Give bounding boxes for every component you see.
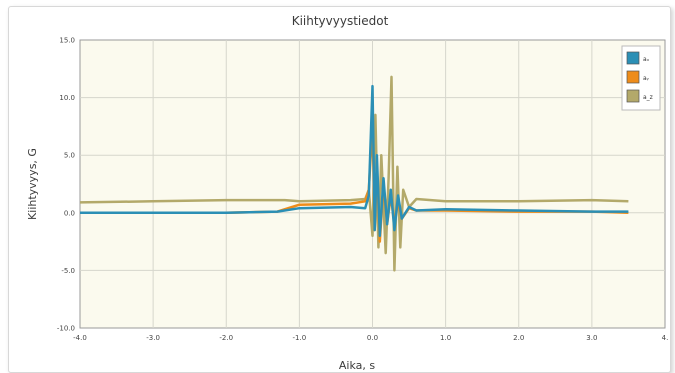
x-axis-title: Aika, s <box>339 359 375 371</box>
legend-label-1: aᵧ <box>643 75 650 82</box>
chart-title: Kiihtyvyystiedot <box>292 14 389 28</box>
y-tick-label: 0.0 <box>64 209 75 217</box>
legend-label-0: aₓ <box>643 56 650 63</box>
x-tick-label: 2.0 <box>513 334 524 342</box>
series-lines <box>79 75 629 272</box>
y-axis-ticks: 15.0 10.0 5.0 0.0 -5.0 -10.0 <box>57 37 75 333</box>
x-tick-label: 0.0 <box>367 334 378 342</box>
y-tick-label: 10.0 <box>59 94 75 102</box>
series-line-0 <box>80 84 629 238</box>
x-tick-label: 4. <box>662 334 669 342</box>
x-tick-label: -2.0 <box>219 334 233 342</box>
y-axis-title: Kiihtyvyys, G <box>26 148 39 220</box>
y-tick-label: -10.0 <box>57 325 75 333</box>
series-line-2 <box>79 75 629 272</box>
legend-swatch-0 <box>626 51 640 65</box>
x-tick-label: -4.0 <box>73 334 87 342</box>
x-tick-label: -3.0 <box>146 334 160 342</box>
y-tick-label: 15.0 <box>59 37 75 45</box>
legend-swatch-1 <box>626 70 640 84</box>
x-tick-label: -1.0 <box>293 334 307 342</box>
x-axis-ticks: -4.0 -3.0 -2.0 -1.0 0.0 1.0 2.0 3.0 4. <box>73 334 668 342</box>
y-tick-label: -5.0 <box>61 267 75 275</box>
legend: aₓ aᵧ a_z <box>621 45 661 111</box>
legend-label-2: a_z <box>643 94 653 101</box>
legend-swatch-2 <box>626 89 640 103</box>
y-tick-label: 5.0 <box>64 152 75 160</box>
x-tick-label: 1.0 <box>440 334 451 342</box>
x-tick-label: 3.0 <box>586 334 597 342</box>
